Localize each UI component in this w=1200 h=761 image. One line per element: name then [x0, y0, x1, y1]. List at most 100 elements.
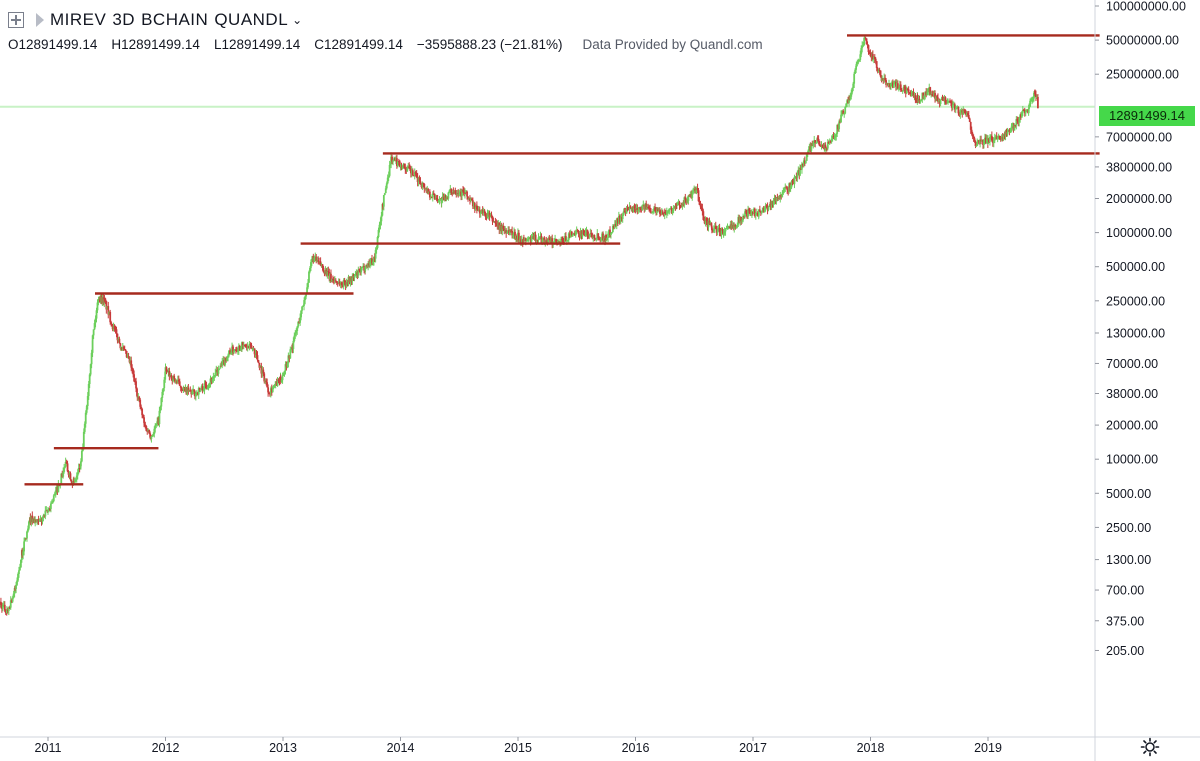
candle-body [648, 207, 651, 209]
candle [696, 183, 699, 194]
candle-body [993, 138, 996, 141]
candle [791, 178, 794, 186]
candle [536, 239, 539, 243]
candle [268, 391, 271, 397]
candle-body [43, 515, 46, 517]
candle [909, 90, 912, 97]
candle-body [1036, 97, 1038, 99]
candle [493, 220, 496, 223]
candle [477, 206, 480, 212]
candle-body [281, 375, 284, 381]
candle-body [890, 83, 892, 87]
candle-body [522, 237, 525, 240]
candle [908, 92, 911, 95]
gear-icon[interactable] [1140, 737, 1160, 757]
candle [774, 195, 777, 205]
candle [267, 384, 270, 397]
ohlc-legend: O12891499.14 H12891499.14 L12891499.14 C… [8, 37, 763, 52]
candle-body [275, 381, 278, 386]
candle [659, 209, 662, 216]
candle [200, 384, 203, 391]
candle [154, 423, 157, 433]
candle [688, 193, 691, 197]
candle [855, 64, 858, 73]
candle-body [329, 273, 331, 280]
candle [325, 268, 328, 277]
candle [41, 516, 44, 525]
candle-body [867, 45, 870, 53]
candle-body [1032, 98, 1034, 100]
candle-body [22, 551, 25, 556]
candle [867, 44, 870, 55]
candle [752, 211, 754, 216]
candle-body [741, 220, 744, 222]
candle [414, 170, 417, 177]
candle [572, 232, 575, 236]
candle-body [594, 237, 597, 239]
candle-body [963, 109, 966, 111]
candle [418, 175, 421, 185]
candle [201, 383, 204, 394]
candle-body [506, 232, 509, 234]
candle [488, 210, 491, 221]
candle-body [900, 89, 903, 92]
candle-body [569, 231, 572, 234]
candle-body [249, 343, 252, 346]
candle-body [143, 422, 146, 425]
candle-body [247, 345, 250, 348]
candle-body [1003, 134, 1006, 137]
candle [310, 259, 312, 272]
candle [387, 171, 390, 182]
candle-body [733, 225, 736, 229]
candle [320, 262, 323, 268]
candle [781, 190, 784, 195]
candle-body [66, 463, 69, 472]
candle [613, 220, 616, 230]
candle [539, 231, 542, 240]
candle-body [143, 417, 145, 423]
candle-body [225, 357, 228, 362]
candle-body [395, 158, 397, 161]
candle-body [14, 588, 16, 590]
interval-label[interactable]: 3D [112, 10, 136, 29]
candle-body [459, 191, 462, 194]
candle-body [944, 97, 947, 103]
candle-body [882, 78, 885, 81]
candle [675, 202, 678, 210]
chevron-down-icon[interactable]: ⌄ [292, 13, 303, 27]
candle-body [512, 235, 514, 237]
candle [361, 266, 364, 271]
candle [455, 189, 458, 198]
candle-body [429, 196, 432, 198]
candle-body [544, 240, 547, 244]
candle-body [732, 224, 735, 229]
candle-body [876, 67, 879, 72]
open-value: O12891499.14 [8, 37, 98, 52]
candle-body [962, 109, 965, 115]
candle [169, 372, 172, 378]
symbol-name[interactable]: MIREV [50, 10, 107, 29]
candle-body [279, 376, 282, 382]
candle-body [69, 473, 72, 480]
candle-body [48, 508, 50, 511]
candle [117, 336, 120, 343]
candle-body [670, 208, 673, 213]
candle [797, 166, 800, 175]
candle-body [82, 431, 85, 447]
candle [1010, 123, 1013, 132]
candle-body [229, 350, 232, 355]
candle-body [436, 198, 439, 202]
add-symbol-icon[interactable] [8, 12, 24, 28]
high-value: H12891499.14 [111, 37, 200, 52]
candle-body [690, 194, 693, 198]
candle [219, 363, 222, 369]
candle [86, 392, 89, 410]
candle [910, 89, 913, 97]
candle [473, 201, 476, 213]
candle [627, 206, 630, 211]
candle-body [535, 239, 538, 242]
candle-body [823, 144, 826, 148]
candle [960, 107, 963, 113]
candle-body [574, 231, 577, 236]
